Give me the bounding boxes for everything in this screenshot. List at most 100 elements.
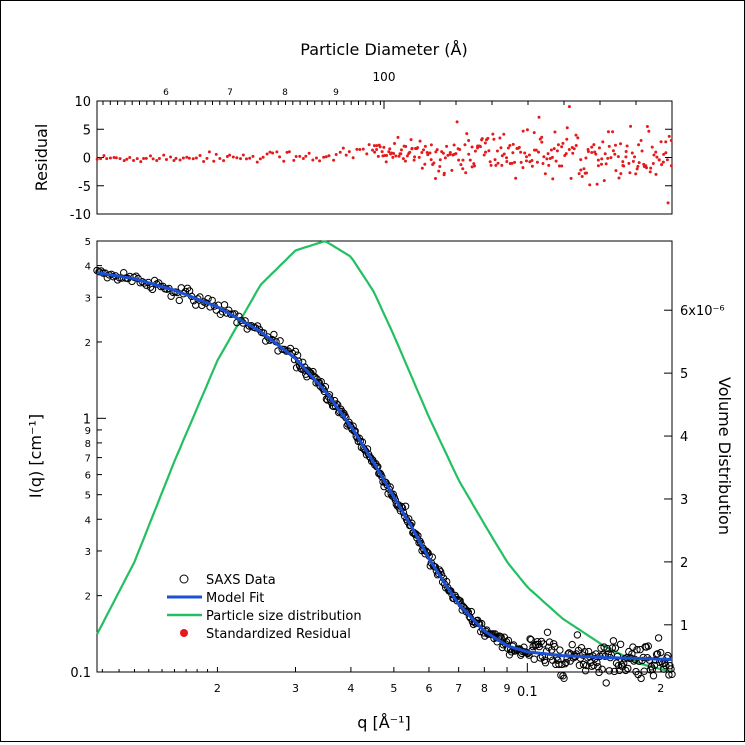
- residual-point: [397, 154, 401, 158]
- residual-point: [285, 150, 289, 154]
- residual-point: [441, 151, 445, 155]
- residual-point: [248, 156, 252, 160]
- residual-point: [660, 163, 664, 167]
- residual-point: [413, 155, 417, 159]
- residual-point: [508, 144, 512, 148]
- legend-label: SAXS Data: [206, 573, 276, 588]
- residual-point: [592, 143, 596, 147]
- residual-point: [629, 124, 633, 128]
- residual-point: [637, 143, 641, 147]
- residual-point: [371, 148, 375, 152]
- y-major-tick-label: 0.1: [70, 666, 91, 681]
- residual-point: [552, 147, 556, 151]
- particle-size-distribution-line: [96, 240, 673, 674]
- legend-label: Model Fit: [206, 591, 264, 606]
- residual-point: [405, 154, 409, 158]
- residual-point: [332, 158, 336, 162]
- residual-point: [588, 183, 592, 187]
- residual-point: [365, 152, 369, 156]
- residual-point: [392, 151, 396, 155]
- legend-label: Standardized Residual: [206, 627, 351, 642]
- x-axis-title: q [Å⁻¹]: [357, 713, 411, 732]
- residual-point: [265, 152, 269, 156]
- residual-point: [287, 150, 291, 154]
- residual-point: [375, 144, 379, 148]
- saxs-data-point: [666, 662, 674, 670]
- residual-point: [425, 150, 429, 154]
- residual-point: [502, 132, 506, 136]
- residual-point: [255, 160, 259, 164]
- saxs-data-point: [562, 658, 570, 667]
- x-minor-tick-label: 9: [504, 682, 511, 695]
- saxs-data-point: [602, 679, 610, 687]
- residual-point: [488, 160, 492, 164]
- residual-point: [470, 145, 474, 149]
- residual-point: [622, 164, 626, 168]
- residual-point: [314, 156, 318, 160]
- y2-tick-label: 6x10⁻⁶: [680, 304, 725, 319]
- residual-point: [448, 150, 452, 154]
- residual-point: [408, 150, 412, 154]
- residual-point: [579, 168, 583, 172]
- saxs-data-point: [551, 643, 559, 651]
- main-panel: 2 3 4 5 6 7 8 9 2 0.1 q [Å⁻¹] 5 4 3 2 9 8 7 6 5 4 3 2 1 0.1 I(q) …: [26, 237, 734, 732]
- saxs-data-point: [560, 674, 568, 682]
- legend-marker-residual: [180, 629, 188, 637]
- top-axis-minor-label: 9: [333, 88, 339, 98]
- residual-point: [664, 140, 668, 144]
- residual-point: [565, 137, 569, 141]
- residual-point: [560, 164, 564, 168]
- residual-point: [228, 153, 232, 157]
- residual-point: [596, 158, 600, 162]
- y-minor-tick-label: 8: [85, 439, 91, 450]
- residual-point: [590, 145, 594, 149]
- y2-tick-label: 5: [680, 367, 688, 382]
- residual-point: [630, 151, 634, 155]
- residual-point: [139, 160, 143, 164]
- residual-point: [619, 172, 623, 176]
- residual-point: [102, 154, 106, 158]
- y2-tick-label: 4: [680, 430, 688, 445]
- residual-point: [666, 201, 670, 205]
- residual-point: [585, 171, 589, 175]
- residual-point: [185, 155, 189, 159]
- residual-point: [268, 150, 272, 154]
- residual-point: [480, 137, 484, 141]
- residual-point: [423, 144, 427, 148]
- residual-point: [420, 166, 424, 170]
- residual-point: [467, 139, 471, 143]
- x-minor-tick-label: 5: [390, 682, 397, 695]
- saxs-data-point: [537, 637, 546, 646]
- y2-axis-title: Volume Distribution: [715, 377, 734, 535]
- saxs-data-point: [554, 656, 562, 664]
- residual-point: [396, 135, 400, 139]
- residual-point: [579, 158, 583, 162]
- residual-point: [505, 159, 509, 163]
- residual-point: [492, 137, 496, 141]
- residual-point: [423, 162, 427, 166]
- residual-point: [659, 140, 663, 144]
- saxs-data-point: [276, 337, 284, 345]
- residual-point: [438, 158, 442, 162]
- residual-point: [382, 145, 386, 149]
- residual-point: [537, 115, 541, 119]
- residual-point: [483, 141, 487, 145]
- residual-point: [181, 156, 185, 160]
- saxs-data-point: [662, 661, 670, 670]
- residual-point: [627, 161, 631, 165]
- residual-point: [461, 158, 465, 162]
- residual-point: [524, 155, 528, 159]
- residual-point: [344, 153, 348, 157]
- residual-point: [576, 136, 580, 140]
- legend: SAXS Data Model Fit Particle size distribu…: [167, 573, 362, 642]
- residual-y-tick-label: 5: [83, 123, 91, 138]
- saxs-data-point: [637, 674, 645, 683]
- x-minor-tick-label: 8: [481, 682, 488, 695]
- residual-point: [112, 155, 116, 159]
- residual-point: [355, 147, 359, 151]
- residual-point: [537, 150, 541, 154]
- residual-point: [652, 153, 656, 157]
- residual-point: [214, 152, 218, 156]
- x-minor-tick-label: 2: [657, 682, 664, 695]
